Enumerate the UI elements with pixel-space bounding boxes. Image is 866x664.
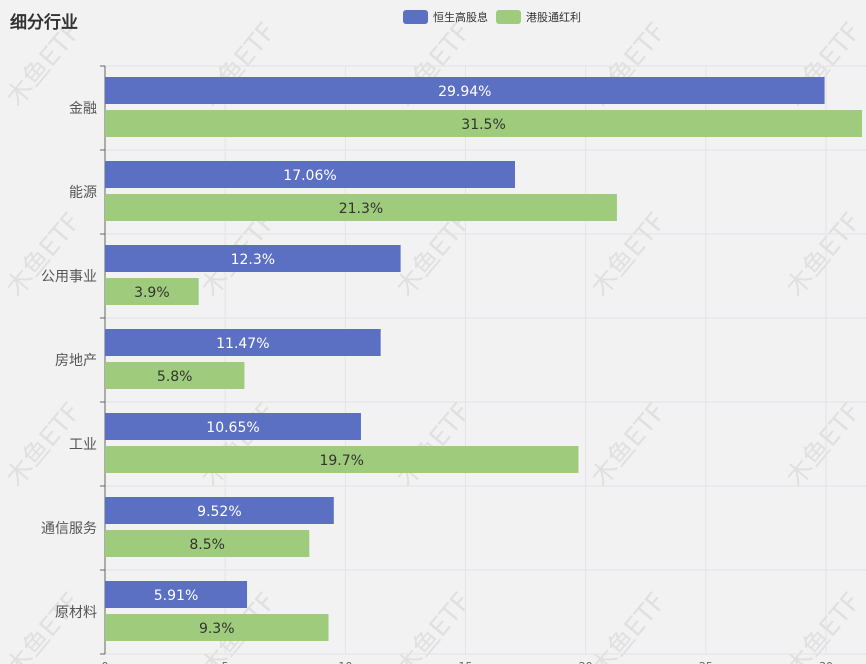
data-label: 3.9% <box>134 285 170 301</box>
watermark: 木鱼ETF <box>0 17 87 112</box>
category-label: 工业 <box>69 437 97 453</box>
x-tick-label: 20 <box>579 660 593 664</box>
data-label: 31.5% <box>461 117 505 133</box>
data-label: 9.3% <box>199 621 235 637</box>
watermark: 木鱼ETF <box>0 587 87 664</box>
x-tick-label: 15 <box>459 660 473 664</box>
x-tick-label: 0 <box>102 660 109 664</box>
data-label: 5.91% <box>154 588 198 604</box>
legend: 恒生高股息 港股通红利 <box>403 9 581 25</box>
x-tick-label: 30 <box>819 660 833 664</box>
data-label: 8.5% <box>189 537 225 553</box>
legend-item-series-1[interactable]: 恒生高股息 <box>403 9 488 25</box>
bar-series-2 <box>105 614 329 641</box>
category-label: 通信服务 <box>41 521 97 537</box>
chart-title: 细分行业 <box>10 13 78 33</box>
category-label: 能源 <box>69 185 97 201</box>
watermark: 木鱼ETF <box>780 207 866 302</box>
watermark: 木鱼ETF <box>585 587 672 664</box>
bar-series-1 <box>105 161 516 188</box>
data-label: 17.06% <box>283 168 336 184</box>
bar-series-2 <box>105 530 310 557</box>
x-tick-label: 5 <box>222 660 229 664</box>
bar-series-2 <box>105 278 199 305</box>
data-label: 10.65% <box>206 420 259 436</box>
legend-label: 港股通红利 <box>526 11 581 24</box>
bar-series-1 <box>105 77 825 104</box>
watermark: 木鱼ETF <box>585 207 672 302</box>
legend-swatch <box>403 10 428 24</box>
category-label: 公用事业 <box>41 269 97 285</box>
bar-series-2 <box>105 362 245 389</box>
watermark: 木鱼ETF <box>585 397 672 492</box>
watermark: 木鱼ETF <box>0 207 87 302</box>
category-label: 金融 <box>69 101 97 117</box>
x-tick-label: 10 <box>338 660 352 664</box>
watermark: 木鱼ETF <box>780 587 866 664</box>
bar-series-1 <box>105 329 381 356</box>
bar-series-2 <box>105 194 617 221</box>
watermark: 木鱼ETF <box>390 587 477 664</box>
bar-series-2 <box>105 446 579 473</box>
bar-series-1 <box>105 581 248 608</box>
data-label: 21.3% <box>339 201 383 217</box>
bar-series-1 <box>105 497 334 524</box>
bar-series-1 <box>105 413 361 440</box>
data-label: 29.94% <box>438 84 491 100</box>
data-label: 5.8% <box>157 369 193 385</box>
bar-series-2 <box>105 110 863 137</box>
data-label: 19.7% <box>319 453 363 469</box>
legend-label: 恒生高股息 <box>433 11 488 24</box>
x-tick-label: 25 <box>699 660 713 664</box>
watermark: 木鱼ETF <box>390 397 477 492</box>
category-label: 房地产 <box>55 353 97 369</box>
category-label: 原材料 <box>55 605 97 621</box>
legend-item-series-2[interactable]: 港股通红利 <box>496 9 581 25</box>
legend-swatch <box>496 10 521 24</box>
data-label: 11.47% <box>216 336 269 352</box>
data-label: 9.52% <box>197 504 241 520</box>
watermark: 木鱼ETF <box>780 397 866 492</box>
bar-series-1 <box>105 245 401 272</box>
data-label: 12.3% <box>231 252 275 268</box>
watermark: 木鱼ETF <box>195 397 282 492</box>
watermark: 木鱼ETF <box>390 207 477 302</box>
